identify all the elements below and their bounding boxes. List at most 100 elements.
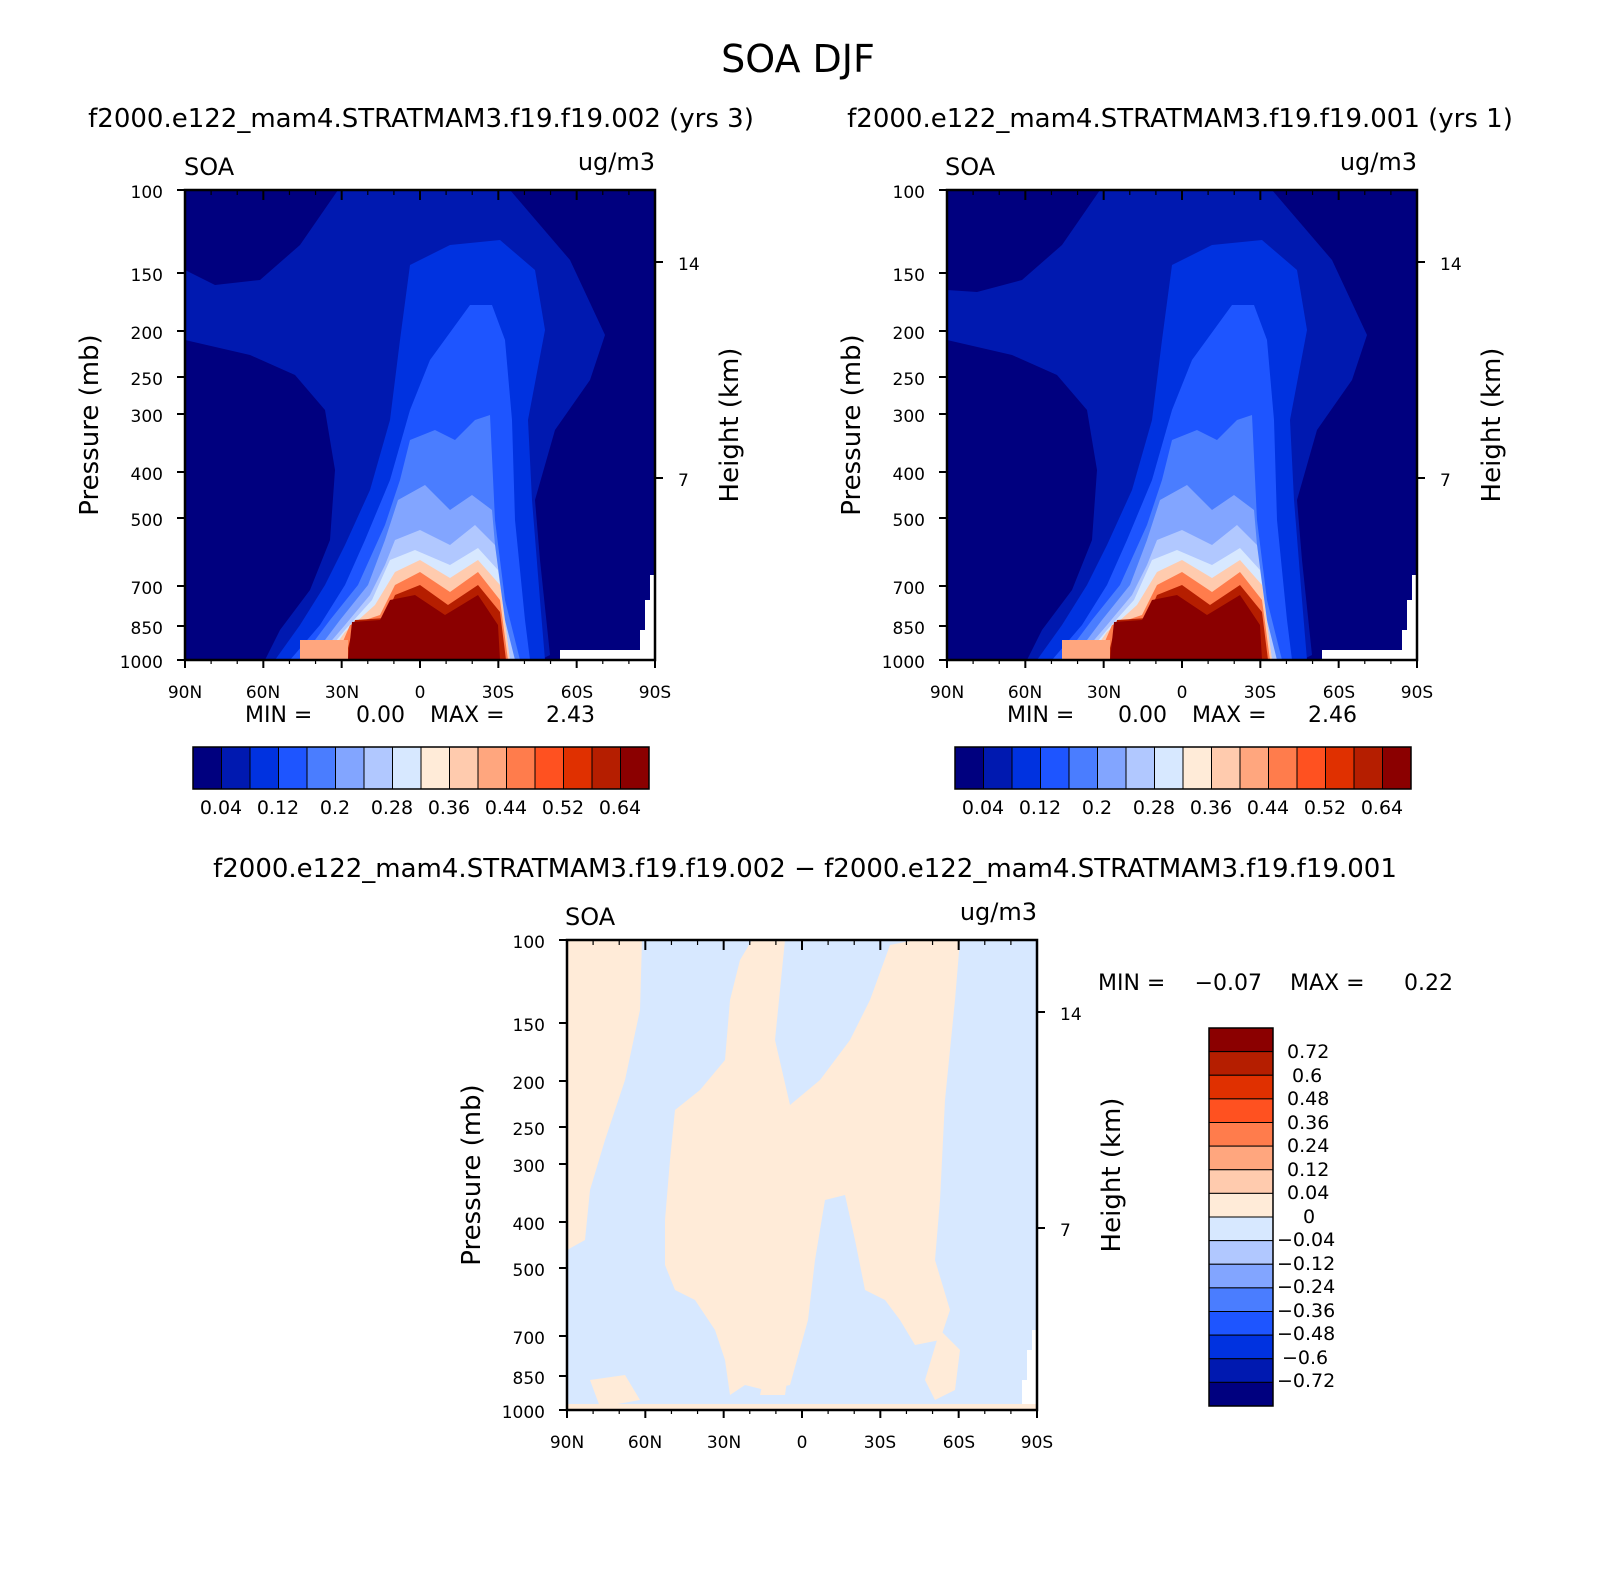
colorbar-swatch (1040, 746, 1070, 790)
panel-3-cb-label: −0.04 (1277, 1229, 1335, 1251)
panel-3-positive-region-5 (760, 1350, 790, 1395)
panel-2-max-value: 2.46 (1308, 703, 1357, 728)
panel-1-ytick: 850 (131, 619, 163, 639)
panel-2-cb-label: 0.12 (1019, 797, 1061, 819)
colorbar-swatch (620, 746, 650, 790)
panel-2-minmax: MIN = 0.00 MAX = 2.46 (1007, 703, 1357, 728)
panel-1-xtick: 30S (482, 683, 514, 703)
panel-2-xtick: 0 (1177, 683, 1188, 703)
panel-1-max-label: MAX = (430, 703, 505, 728)
panel-3-min-value: −0.07 (1195, 971, 1262, 996)
colorbar-swatch (1353, 746, 1383, 790)
colorbar-swatch (1208, 1287, 1274, 1312)
figure-title: SOA DJF (721, 37, 875, 81)
colorbar-swatch (1211, 746, 1241, 790)
panel-3-ytick: 150 (513, 1016, 545, 1036)
panel-1-ytick: 250 (131, 370, 163, 390)
colorbar-swatch (1011, 746, 1041, 790)
panel-2-cb-label: 0.04 (962, 797, 1004, 819)
panel-1-ytick: 700 (131, 579, 163, 599)
colorbar-swatch (1208, 1263, 1274, 1289)
panel-3-cb-label: 0.12 (1287, 1159, 1329, 1181)
panel-1-xtick: 60N (246, 683, 280, 703)
panel-3-ytick: 400 (513, 1215, 545, 1235)
panel-2-ytick: 850 (893, 619, 925, 639)
panel-2-contour-11 (1110, 595, 1262, 660)
panel-2-ytick: 300 (893, 407, 925, 427)
panel-1-y2tick: 14 (678, 255, 700, 275)
colorbar-swatch (1208, 1051, 1274, 1076)
panel-1-plot-area (183, 188, 657, 662)
colorbar-frame (1208, 1027, 1274, 1407)
colorbar-swatch (563, 746, 593, 790)
panel-1-ytick: 500 (131, 511, 163, 531)
panel-3-positive-region-4 (590, 1375, 640, 1407)
colorbar-swatch (192, 746, 222, 790)
panel-1-cb-label: 0.2 (320, 797, 350, 819)
panel-1-minmax: MIN = 0.00 MAX = 2.43 (245, 703, 595, 728)
panel-3-cb-label: 0.24 (1287, 1135, 1329, 1157)
colorbar-swatch (1296, 746, 1326, 790)
panel-1-cb-label: 0.52 (542, 797, 584, 819)
panel-3-cb-label: −0.48 (1277, 1323, 1335, 1345)
panel-2-xtick: 90N (930, 683, 964, 703)
panel-3-y2tick: 14 (1060, 1005, 1082, 1025)
colorbar-swatch (591, 746, 621, 790)
colorbar-swatch (1182, 746, 1212, 790)
panel-1-xtick: 60S (561, 683, 593, 703)
panel-3-minmax: MIN = −0.07 MAX = 0.22 (1098, 971, 1453, 996)
panel-3-positive-region-3 (925, 1330, 960, 1400)
panel-3-positive-region-2 (665, 940, 960, 1395)
panel-2-xtick: 60S (1323, 683, 1355, 703)
panel-2-cb-label: 0.2 (1082, 797, 1112, 819)
colorbar-swatch (1125, 746, 1155, 790)
panel-2-x-ticks: 90N 60N 30N 0 30S 60S 90S (930, 683, 1433, 703)
panel-1-xtick: 90N (168, 683, 202, 703)
panel-1-subtitle: f2000.e122_mam4.STRATMAM3.f19.f19.002 (y… (88, 104, 754, 134)
panel-2-ytick: 500 (893, 511, 925, 531)
panel-3-y-ticks: 100 150 200 250 300 400 500 700 850 1000 (502, 933, 545, 1423)
panel-1-contour-11 (348, 595, 500, 660)
panel-1-variable: SOA (184, 153, 235, 181)
panel-1-ytick: 100 (131, 183, 163, 203)
panel-2-y2tick: 7 (1440, 471, 1451, 491)
colorbar-swatch (1208, 1240, 1274, 1265)
panel-2-ytick: 200 (893, 324, 925, 344)
panel-3-cb-label: 0.36 (1287, 1112, 1329, 1134)
panel-2-cb-label: 0.28 (1133, 797, 1175, 819)
colorbar-swatch (1208, 1027, 1274, 1053)
panel-2-cb-label: 0.44 (1247, 797, 1289, 819)
panel-1-max-value: 2.43 (546, 703, 595, 728)
colorbar-swatch (363, 746, 393, 790)
panel-3-max-label: MAX = (1290, 971, 1365, 996)
colorbar-swatch (477, 746, 507, 790)
panel-1-min-label: MIN = (245, 703, 312, 728)
panel-2-ytick: 100 (893, 183, 925, 203)
panel-3-x-ticks: 90N 60N 30N 0 30S 60S 90S (550, 1433, 1053, 1453)
panel-2-ytick: 150 (893, 266, 925, 286)
panel-1-units: ug/m3 (578, 148, 655, 176)
panel-2-max-label: MAX = (1192, 703, 1267, 728)
panel-1-ytick: 1000 (120, 653, 163, 673)
colorbar-swatch (335, 746, 365, 790)
colorbar-frame (192, 746, 650, 790)
panel-3-ytick: 850 (513, 1369, 545, 1389)
panel-2-xtick: 60N (1008, 683, 1042, 703)
colorbar-swatch (983, 746, 1013, 790)
colorbar-swatch (1325, 746, 1355, 790)
colorbar-swatch (1208, 1381, 1274, 1407)
panel-3-cb-label: −0.6 (1282, 1347, 1328, 1369)
colorbar-swatch (954, 746, 984, 790)
panel-1-missing (560, 575, 655, 660)
panel-3-xtick: 60N (628, 1433, 662, 1453)
panel-3-cb-label: −0.12 (1277, 1253, 1335, 1275)
panel-3-ylabel: Pressure (mb) (457, 1084, 487, 1265)
panel-2-y2tick: 14 (1440, 255, 1462, 275)
panel-2-xtick: 30S (1244, 683, 1276, 703)
panel-2-y2-ticks: 14 7 (1440, 255, 1462, 491)
panel-2-missing (1322, 575, 1417, 660)
panel-2-cb-label: 0.36 (1190, 797, 1232, 819)
colorbar-swatch (420, 746, 450, 790)
panel-1-colorbar (192, 746, 650, 790)
